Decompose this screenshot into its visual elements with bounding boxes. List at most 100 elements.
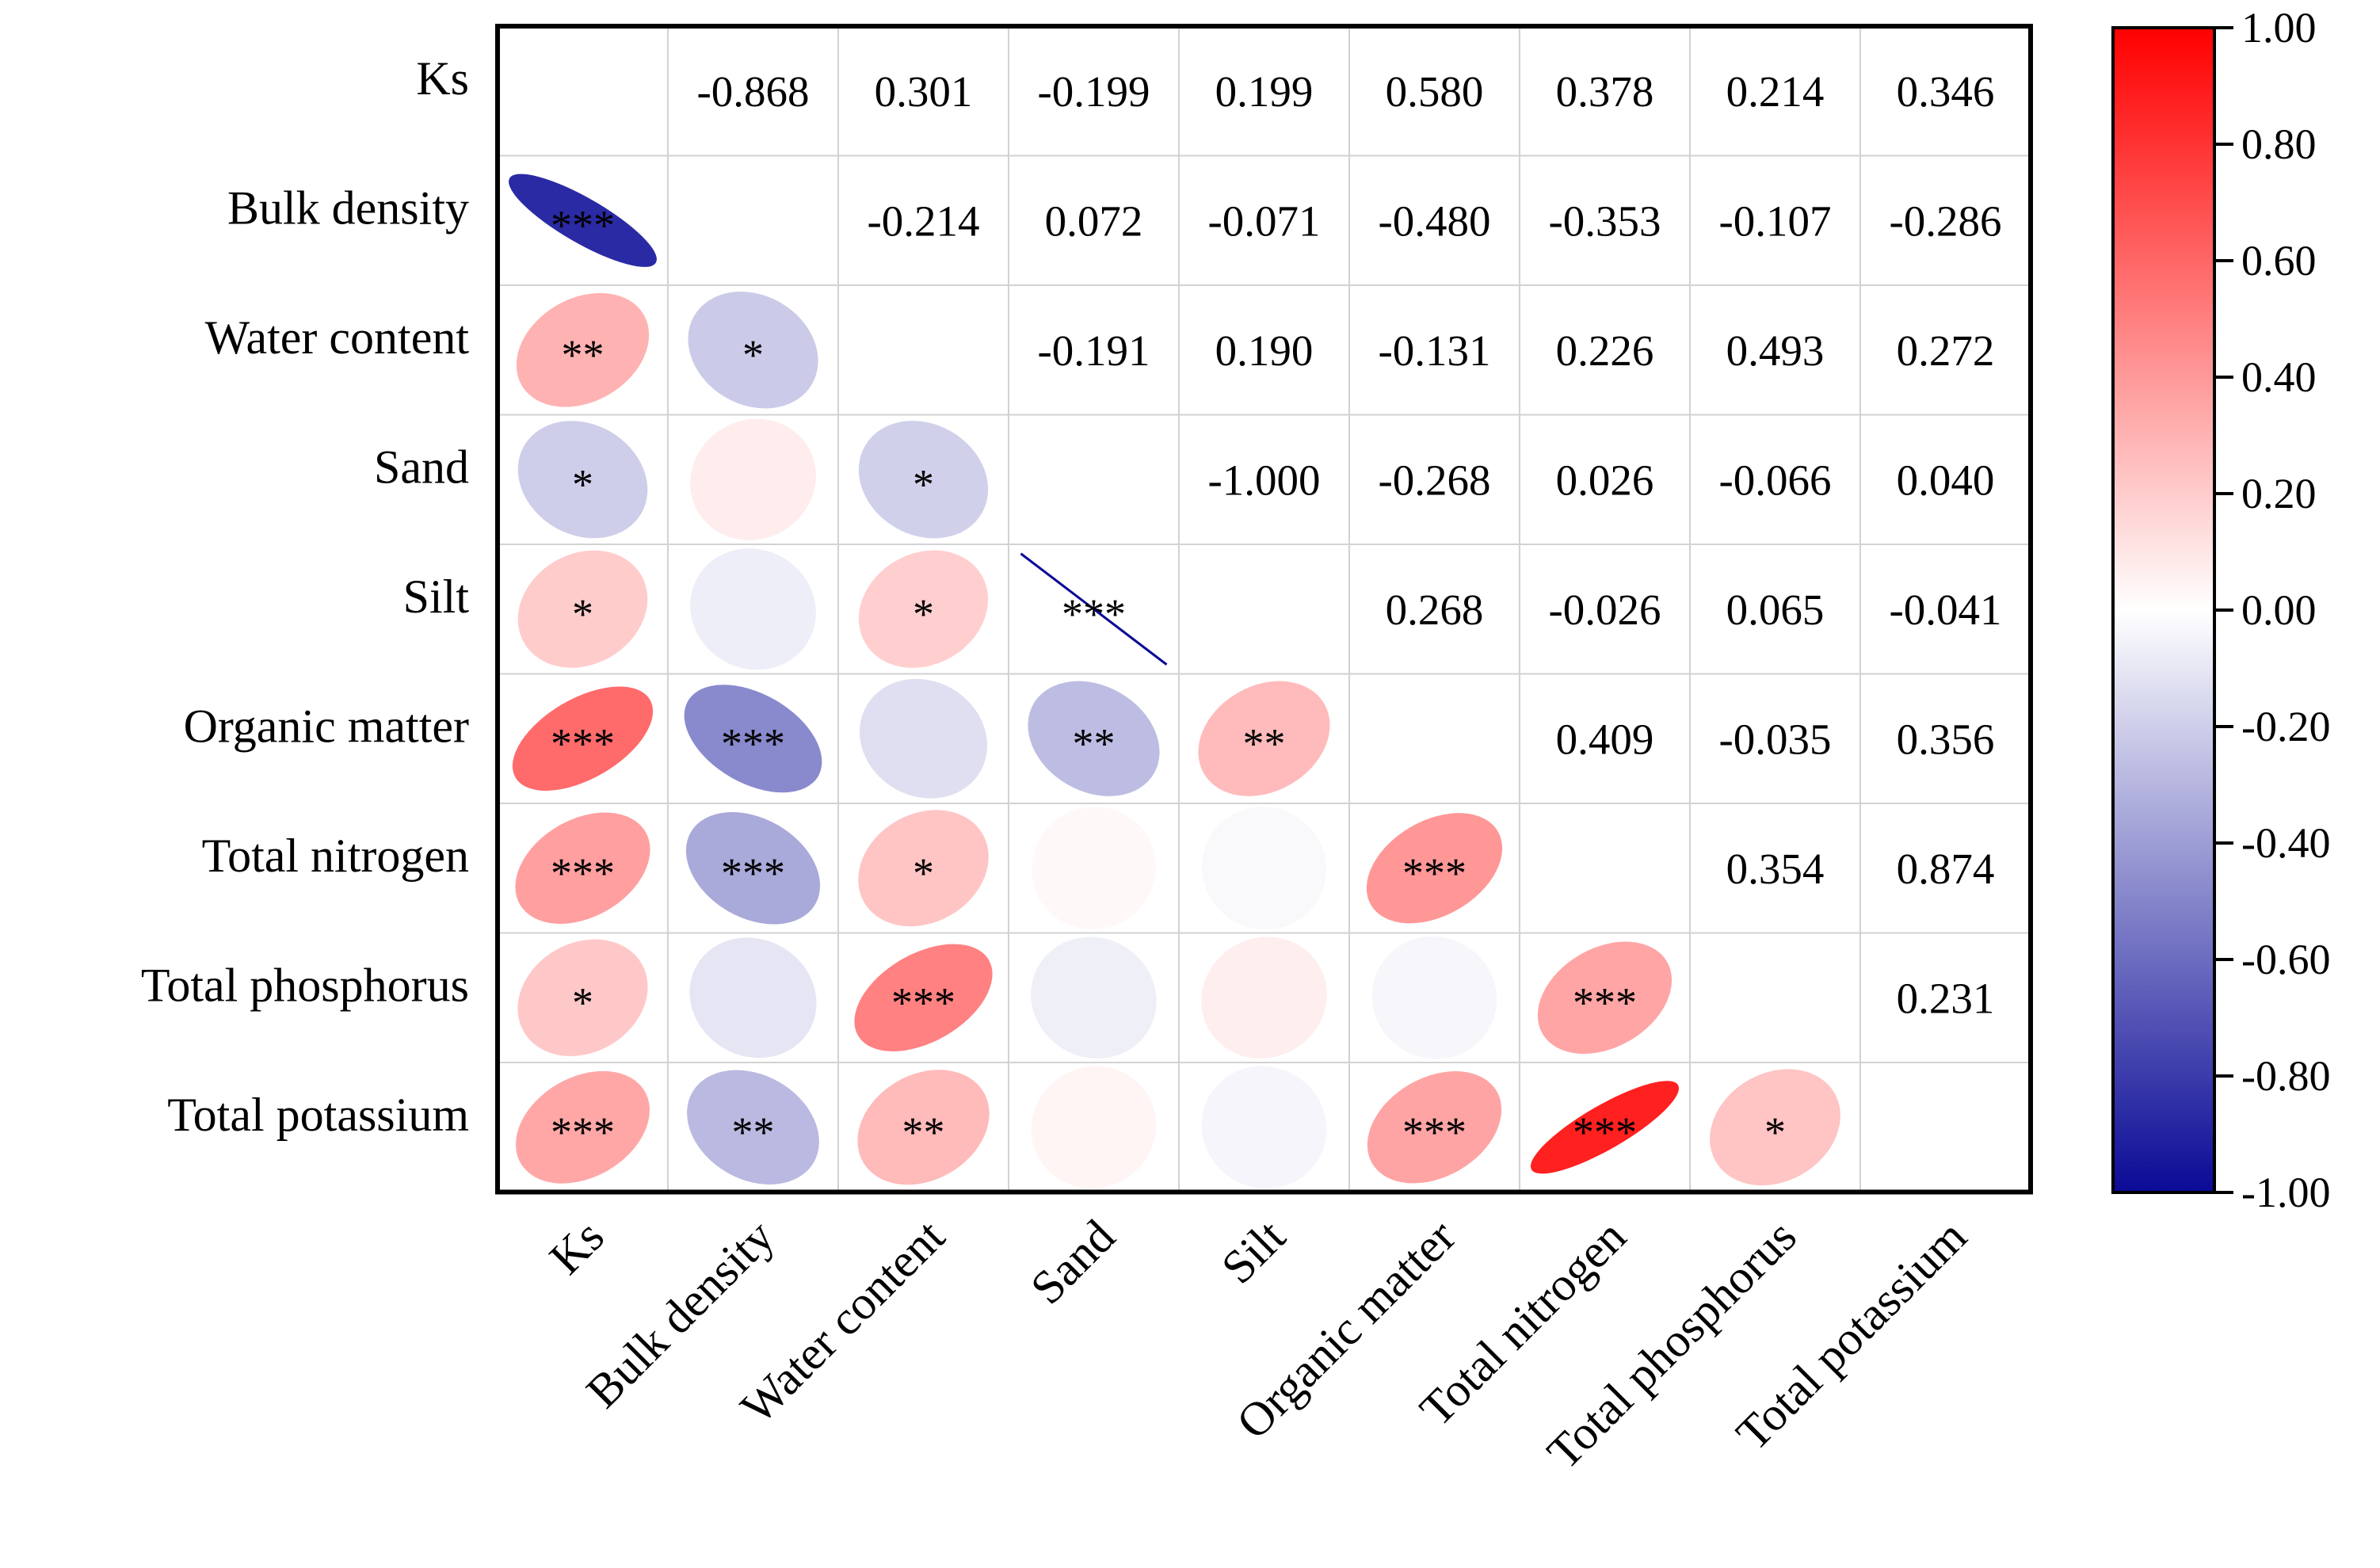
correlation-ellipse — [1366, 813, 1503, 924]
colorbar-tick-label: 0.00 — [2241, 586, 2317, 634]
correlation-value: 0.356 — [1897, 715, 1995, 763]
correlation-ellipse — [687, 1070, 819, 1185]
correlation-value: 0.190 — [1215, 326, 1314, 375]
column-label: Ks — [540, 1210, 614, 1284]
significance-marker: * — [913, 849, 934, 897]
row-label: Bulk density — [227, 181, 469, 234]
significance-marker: * — [572, 590, 593, 638]
correlation-value: 0.354 — [1726, 845, 1825, 893]
correlation-ellipse — [512, 686, 654, 791]
correlation-value: 0.026 — [1556, 456, 1654, 504]
row-label: Total nitrogen — [202, 830, 469, 882]
significance-marker: *** — [1573, 1108, 1637, 1156]
colorbar-tick-label: 0.80 — [2241, 120, 2317, 168]
correlation-ellipse — [1201, 1066, 1327, 1188]
correlation-value: -0.353 — [1548, 196, 1661, 245]
colorbar-tick-label: -1.00 — [2241, 1169, 2330, 1216]
significance-marker: *** — [1402, 849, 1467, 897]
significance-marker: ** — [562, 331, 605, 379]
correlation-ellipse — [1020, 552, 1168, 666]
colorbar-tick-label: 0.40 — [2241, 353, 2317, 401]
correlation-ellipse — [1198, 681, 1330, 796]
significance-marker: *** — [551, 849, 615, 897]
colorbar-tick-label: 0.60 — [2241, 237, 2317, 284]
correlation-ellipse — [857, 1070, 990, 1185]
correlation-value: -0.131 — [1378, 326, 1490, 375]
significance-marker: * — [913, 460, 934, 508]
correlation-value: -0.066 — [1718, 456, 1831, 504]
correlation-ellipse — [1530, 1081, 1680, 1174]
correlation-value: 0.072 — [1045, 196, 1143, 245]
row-label: Water content — [205, 311, 470, 364]
correlation-ellipse — [859, 678, 988, 799]
row-labels: Ks Bulk density Water content Sand Silt Organ… — [141, 52, 469, 1141]
correlation-value: -0.199 — [1037, 67, 1150, 116]
correlation-ellipse — [517, 550, 648, 668]
correlation-ellipse — [1028, 681, 1160, 796]
correlation-value: 0.493 — [1726, 326, 1825, 375]
significance-marker: *** — [1062, 590, 1126, 638]
correlation-value: 0.272 — [1897, 326, 1995, 375]
correlation-ellipse — [1537, 941, 1672, 1055]
row-label: Ks — [416, 52, 469, 105]
correlation-value: 0.226 — [1556, 326, 1654, 375]
colorbar-tick-label: -0.40 — [2241, 819, 2330, 867]
significance-marker: ** — [902, 1108, 945, 1156]
significance-marker: *** — [721, 849, 785, 897]
correlation-ellipse — [685, 811, 821, 925]
correlation-value: 0.214 — [1726, 67, 1825, 116]
grid-lines — [498, 26, 2031, 1192]
colorbar-tick-label: 1.00 — [2241, 4, 2317, 52]
correlation-ellipse — [1710, 1069, 1840, 1186]
correlation-value: 0.378 — [1556, 67, 1654, 116]
correlation-value: 0.268 — [1386, 586, 1484, 634]
correlation-value: -0.480 — [1378, 196, 1490, 245]
significance-marker: ** — [732, 1108, 775, 1156]
correlation-value: -1.000 — [1207, 456, 1320, 504]
correlation-ellipse — [1031, 807, 1157, 930]
correlation-value: -0.026 — [1548, 586, 1661, 634]
correlation-ellipse — [858, 810, 989, 927]
correlation-value: -0.214 — [867, 196, 979, 245]
correlation-value: 0.346 — [1897, 67, 1995, 116]
significance-marker: *** — [891, 979, 955, 1026]
correlation-value: -0.286 — [1889, 196, 2001, 245]
row-label: Organic matter — [184, 700, 469, 752]
correlation-ellipse — [516, 292, 650, 407]
correlation-ellipse — [1201, 807, 1327, 930]
colorbar-tick-label: -0.80 — [2241, 1052, 2330, 1100]
significance-marker: * — [1764, 1108, 1786, 1156]
colorbar-tick-label: -0.20 — [2241, 703, 2330, 750]
correlation-value: -0.107 — [1718, 196, 1831, 245]
correlation-value: -0.071 — [1207, 196, 1320, 245]
correlation-value: -0.041 — [1889, 586, 2001, 634]
correlation-ellipse — [1031, 937, 1157, 1059]
correlation-value: 0.874 — [1897, 845, 1995, 893]
correlation-value: 0.409 — [1556, 715, 1654, 763]
correlation-value: -0.868 — [696, 67, 809, 116]
significance-marker: *** — [551, 719, 615, 767]
correlation-ellipse — [858, 421, 989, 539]
correlation-value: -0.191 — [1037, 326, 1150, 375]
correlation-ellipse — [689, 937, 817, 1059]
correlation-ellipse — [1367, 1071, 1502, 1184]
correlation-ellipse — [690, 418, 816, 540]
correlation-value: -0.035 — [1718, 715, 1831, 763]
row-label: Silt — [403, 570, 470, 623]
significance-marker: *** — [1573, 979, 1637, 1026]
correlation-value: -0.268 — [1378, 456, 1490, 504]
colorbar-tick-label: -0.60 — [2241, 936, 2330, 983]
correlation-ellipse — [684, 685, 822, 793]
row-label: Sand — [374, 441, 469, 493]
correlation-ellipse — [1031, 1066, 1157, 1188]
colorbar: 1.00 0.80 0.60 0.40 0.20 0.00 -0.20 -0.40 -0.60 -… — [2111, 4, 2330, 1216]
correlation-value: 0.199 — [1215, 67, 1314, 116]
correlation-ellipse — [517, 421, 648, 539]
significance-marker: * — [742, 331, 764, 379]
correlation-ellipse — [858, 550, 989, 668]
column-label: Sand — [1020, 1210, 1125, 1314]
correlation-value: 0.065 — [1726, 586, 1825, 634]
correlation-ellipse — [1371, 936, 1497, 1059]
correlation-value: 0.231 — [1897, 974, 1995, 1022]
significance-marker: *** — [721, 719, 785, 767]
